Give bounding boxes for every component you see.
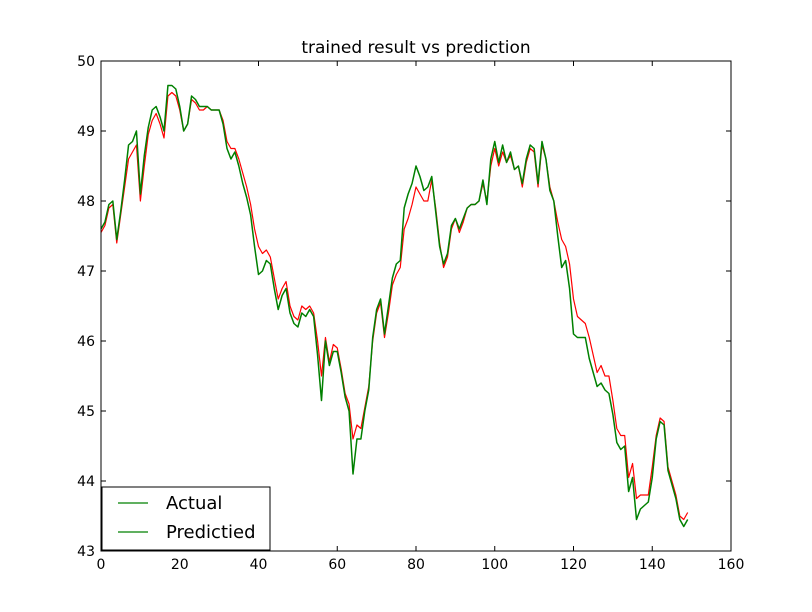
axes: 0 20 40 60 80 100 120 140 160 43 44 45 46 47 48 49 50: [77, 54, 744, 573]
chart-title: trained result vs prediction: [301, 38, 530, 58]
x-tick-label: 100: [481, 557, 508, 573]
y-tick-label: 43: [77, 544, 95, 560]
y-tick-label: 46: [77, 334, 95, 350]
legend: Actual Predictied: [101, 486, 271, 551]
x-tick-label: 40: [250, 557, 268, 573]
y-tick-label: 50: [77, 54, 95, 70]
x-tick-label: 60: [328, 557, 346, 573]
series-line-1: [100, 91, 689, 521]
x-tick-label: 80: [407, 557, 425, 573]
y-tick-label: 49: [77, 124, 95, 140]
legend-entry: Predictied: [166, 522, 256, 543]
y-tick-label: 48: [77, 194, 95, 210]
x-tick-label: 120: [560, 557, 587, 573]
x-tick-label: 20: [171, 557, 189, 573]
series-line-2: [100, 84, 689, 528]
plot-area: [100, 84, 689, 528]
legend-box: [101, 486, 271, 551]
legend-entry: Actual: [166, 493, 222, 514]
y-tick-label: 47: [77, 264, 95, 280]
x-tick-label: 0: [97, 557, 106, 573]
x-tick-label: 160: [718, 557, 745, 573]
y-tick-label: 45: [77, 404, 95, 420]
y-tick-label: 44: [77, 474, 95, 490]
x-tick-label: 140: [639, 557, 666, 573]
